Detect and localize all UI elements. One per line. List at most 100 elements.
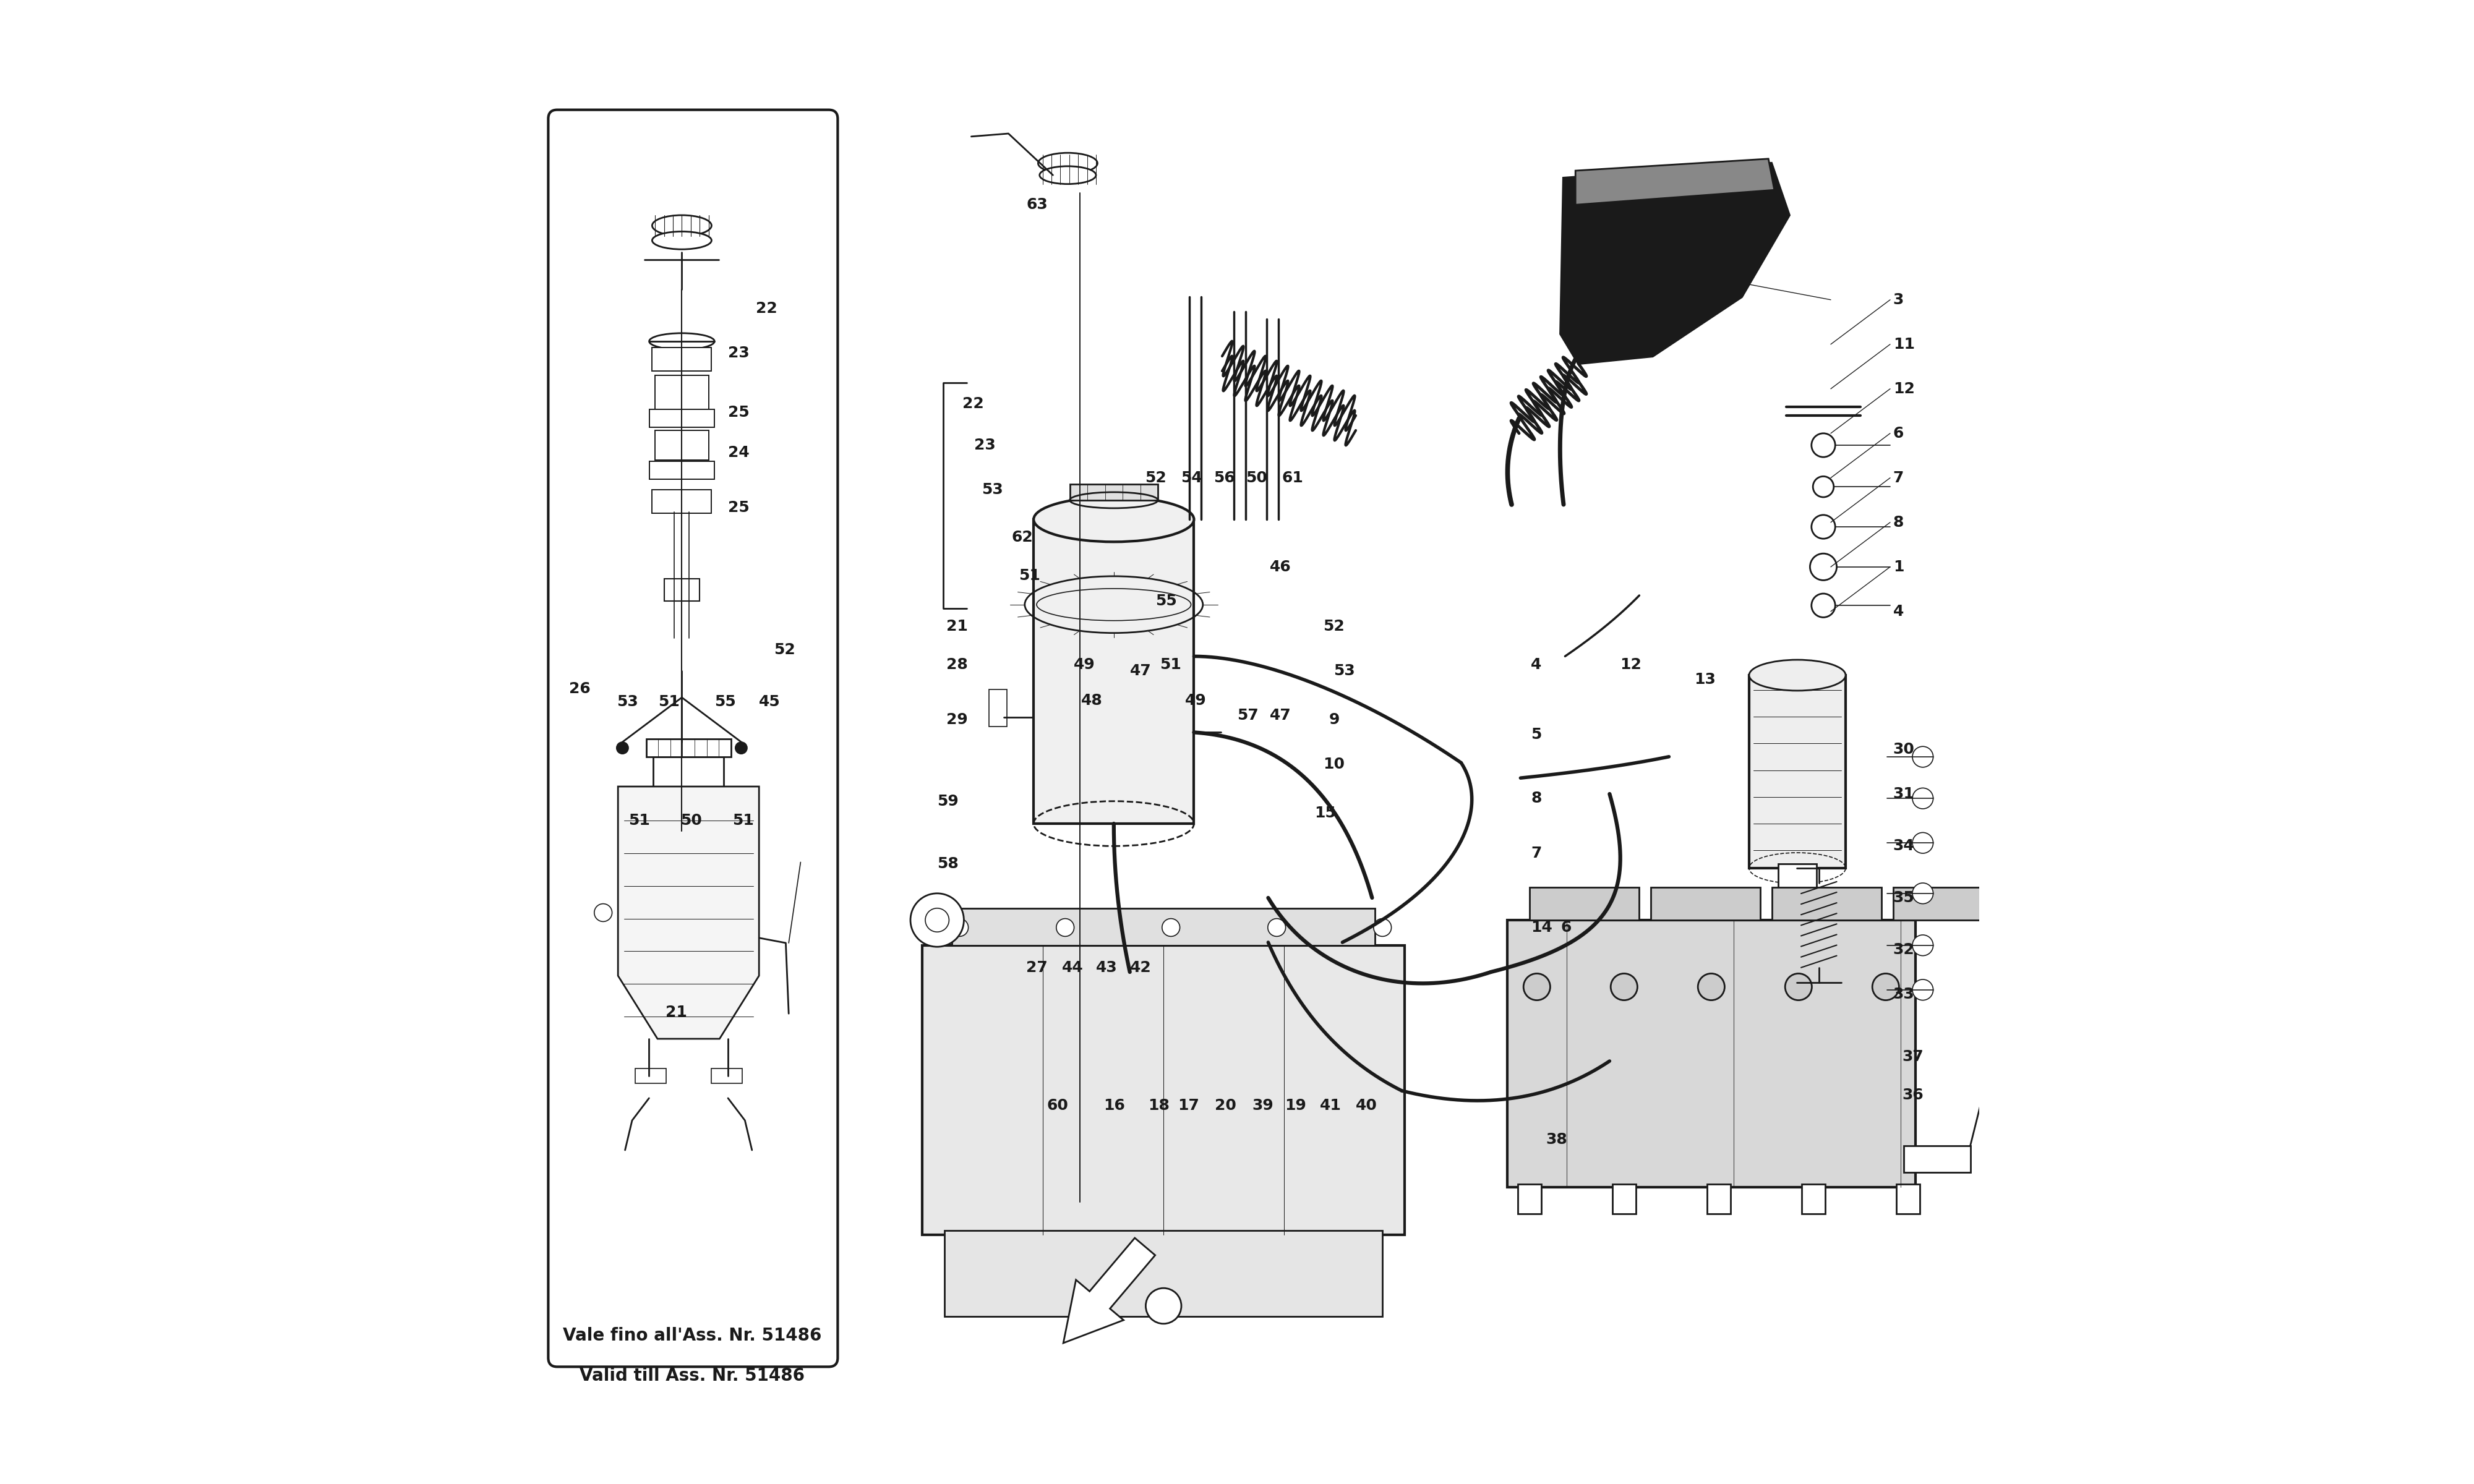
Ellipse shape	[1034, 497, 1195, 542]
Bar	[1034, 519, 1195, 824]
Text: 27: 27	[1027, 960, 1047, 975]
Bar	[1749, 675, 1846, 868]
Text: 52: 52	[1324, 619, 1343, 634]
Bar	[653, 490, 713, 513]
Circle shape	[1145, 1288, 1183, 1324]
Text: 43: 43	[1096, 960, 1118, 975]
Bar	[1895, 1184, 1920, 1214]
Text: 12: 12	[1893, 381, 1915, 396]
Text: 16: 16	[1103, 1098, 1126, 1113]
Text: 13: 13	[1695, 672, 1717, 687]
Text: Vale fino all'Ass. Nr. 51486: Vale fino all'Ass. Nr. 51486	[564, 1327, 821, 1345]
Text: 11: 11	[1893, 337, 1915, 352]
Bar	[656, 375, 708, 411]
Bar	[648, 462, 715, 479]
Text: 7: 7	[1893, 470, 1905, 485]
Bar	[1707, 1184, 1732, 1214]
Text: 60: 60	[1047, 1098, 1069, 1113]
Text: 21: 21	[666, 1005, 688, 1020]
Text: 44: 44	[1061, 960, 1084, 975]
Bar	[1650, 887, 1759, 920]
Text: 55: 55	[715, 695, 735, 709]
Text: 58: 58	[938, 856, 957, 871]
Text: 3: 3	[1893, 292, 1905, 307]
Text: 17: 17	[1178, 1098, 1200, 1113]
Circle shape	[1524, 974, 1551, 1000]
Circle shape	[735, 742, 747, 754]
Text: 21: 21	[945, 619, 967, 634]
Text: 30: 30	[1893, 742, 1915, 757]
Text: 23: 23	[727, 346, 750, 361]
Bar	[1801, 1184, 1826, 1214]
Text: 41: 41	[1321, 1098, 1341, 1113]
Text: 38: 38	[1546, 1132, 1566, 1147]
Bar	[952, 908, 1376, 945]
Bar	[646, 739, 730, 757]
Text: 25: 25	[727, 500, 750, 515]
Text: 62: 62	[1012, 530, 1032, 545]
Text: 49: 49	[1074, 657, 1096, 672]
Text: 53: 53	[616, 695, 638, 709]
Circle shape	[1056, 919, 1074, 936]
Circle shape	[950, 919, 967, 936]
Ellipse shape	[1749, 660, 1846, 690]
Circle shape	[616, 742, 628, 754]
Text: 15: 15	[1314, 806, 1336, 821]
Text: 12: 12	[1620, 657, 1643, 672]
Text: 23: 23	[975, 438, 995, 453]
Text: 49: 49	[1185, 693, 1207, 708]
Ellipse shape	[1039, 166, 1096, 184]
Text: 1: 1	[1893, 559, 1905, 574]
Text: 51: 51	[628, 813, 651, 828]
Text: 50: 50	[680, 813, 703, 828]
Text: 18: 18	[1148, 1098, 1170, 1113]
Ellipse shape	[648, 332, 715, 349]
Text: 61: 61	[1282, 470, 1304, 485]
Bar	[663, 579, 700, 601]
Polygon shape	[1576, 159, 1774, 205]
Ellipse shape	[1039, 153, 1098, 174]
FancyArrow shape	[1064, 1238, 1155, 1343]
Bar	[710, 1068, 742, 1083]
Text: 8: 8	[1531, 791, 1541, 806]
Circle shape	[594, 904, 611, 922]
Circle shape	[1267, 919, 1286, 936]
Text: 47: 47	[1269, 708, 1291, 723]
Text: 52: 52	[1145, 470, 1165, 485]
Text: 32: 32	[1893, 942, 1915, 957]
Bar	[945, 1230, 1383, 1316]
Text: 51: 51	[732, 813, 755, 828]
Circle shape	[1811, 433, 1836, 457]
Circle shape	[1373, 919, 1390, 936]
Text: 57: 57	[1237, 708, 1259, 723]
Polygon shape	[923, 945, 1405, 1235]
Text: 37: 37	[1903, 1049, 1922, 1064]
Bar	[656, 430, 708, 460]
Text: 8: 8	[1893, 515, 1905, 530]
Bar	[1779, 864, 1816, 905]
Text: 33: 33	[1893, 987, 1915, 1002]
Text: 28: 28	[945, 657, 967, 672]
Text: 2: 2	[1660, 260, 1670, 275]
Text: 31: 31	[1893, 787, 1915, 801]
Text: Valid till Ass. Nr. 51486: Valid till Ass. Nr. 51486	[579, 1367, 804, 1385]
Bar	[1529, 887, 1638, 920]
Ellipse shape	[653, 232, 713, 249]
Text: 54: 54	[1180, 470, 1202, 485]
Text: 9: 9	[1329, 712, 1341, 727]
Text: 56: 56	[1212, 470, 1235, 485]
Circle shape	[1912, 788, 1932, 809]
Text: 10: 10	[1324, 757, 1346, 772]
Text: 4: 4	[1531, 657, 1541, 672]
Circle shape	[1912, 833, 1932, 853]
Polygon shape	[618, 787, 760, 1039]
Text: 45: 45	[760, 695, 779, 709]
Bar	[653, 757, 725, 787]
Text: 25: 25	[727, 405, 750, 420]
Bar	[1613, 1184, 1635, 1214]
Polygon shape	[1561, 163, 1789, 364]
Bar	[1517, 1184, 1541, 1214]
Text: 63: 63	[1027, 197, 1047, 212]
Text: 42: 42	[1131, 960, 1150, 975]
Circle shape	[1813, 476, 1833, 497]
